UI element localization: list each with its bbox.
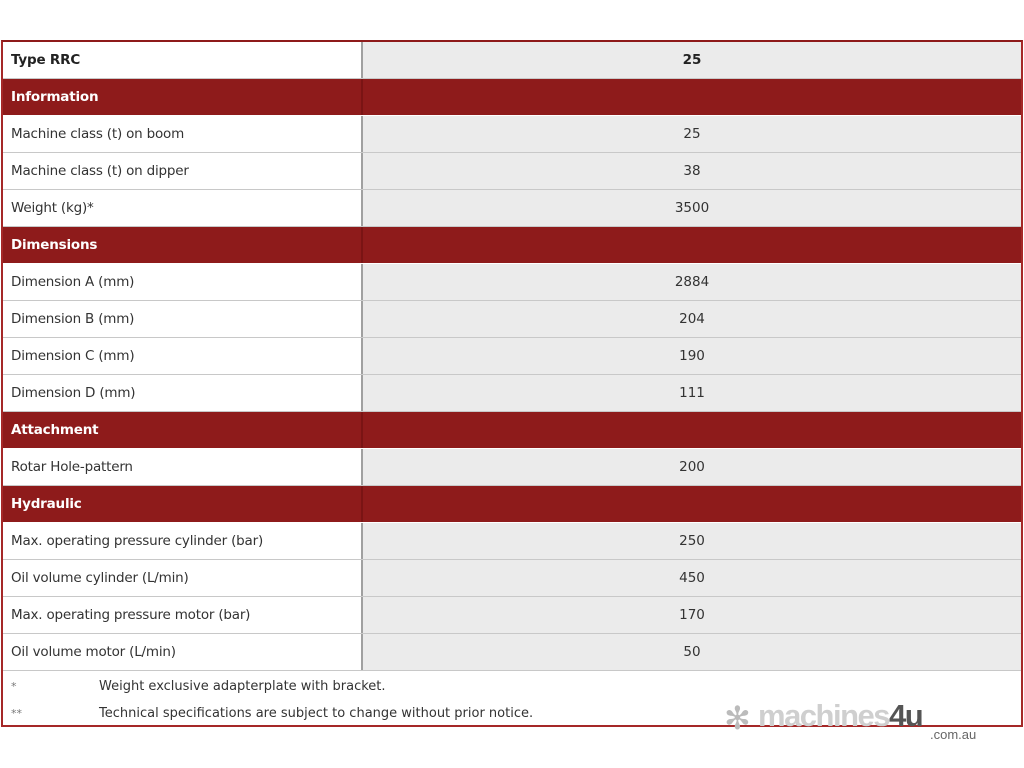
row-value: 204 <box>363 301 1021 337</box>
section-header: Dimensions <box>3 227 1021 264</box>
row-value: 25 <box>363 116 1021 152</box>
section-title: Dimensions <box>3 227 363 263</box>
table-row: Weight (kg)* 3500 <box>3 190 1021 227</box>
row-label: Dimension B (mm) <box>3 301 363 337</box>
section-header: Attachment <box>3 412 1021 449</box>
section-title: Attachment <box>3 412 363 448</box>
row-value: 450 <box>363 560 1021 596</box>
table-row: Max. operating pressure motor (bar) 170 <box>3 597 1021 634</box>
row-value: 111 <box>363 375 1021 411</box>
table-row: Oil volume motor (L/min) 50 <box>3 634 1021 671</box>
spec-rows: Type RRC 25 Information Machine class (t) o… <box>3 42 1021 671</box>
table-row: Machine class (t) on dipper 38 <box>3 153 1021 190</box>
row-label: Oil volume motor (L/min) <box>3 634 363 670</box>
table-row: Rotar Hole-pattern 200 <box>3 449 1021 486</box>
section-header: Hydraulic <box>3 486 1021 523</box>
row-label: Type RRC <box>3 42 363 78</box>
row-value: 200 <box>363 449 1021 485</box>
table-row: Dimension A (mm) 2884 <box>3 264 1021 301</box>
row-label: Max. operating pressure motor (bar) <box>3 597 363 633</box>
row-value: 38 <box>363 153 1021 189</box>
row-value <box>363 79 1021 115</box>
watermark-tld: .com.au <box>930 727 977 742</box>
row-value <box>363 412 1021 448</box>
snowflake-icon: ✻ <box>724 699 751 737</box>
table-row: Machine class (t) on boom 25 <box>3 116 1021 153</box>
row-value: 50 <box>363 634 1021 670</box>
row-value: 3500 <box>363 190 1021 226</box>
footnote-text: Weight exclusive adapterplate with brack… <box>99 679 386 694</box>
row-label: Oil volume cylinder (L/min) <box>3 560 363 596</box>
row-label: Dimension C (mm) <box>3 338 363 374</box>
row-value: 190 <box>363 338 1021 374</box>
row-value <box>363 486 1021 522</box>
type-row: Type RRC 25 <box>3 42 1021 79</box>
section-header: Information <box>3 79 1021 116</box>
row-value: 2884 <box>363 264 1021 300</box>
row-label: Dimension A (mm) <box>3 264 363 300</box>
row-label: Weight (kg)* <box>3 190 363 226</box>
row-label: Max. operating pressure cylinder (bar) <box>3 523 363 559</box>
row-value: 170 <box>363 597 1021 633</box>
row-label: Rotar Hole-pattern <box>3 449 363 485</box>
table-row: Dimension B (mm) 204 <box>3 301 1021 338</box>
row-value: 25 <box>363 42 1021 78</box>
row-value: 250 <box>363 523 1021 559</box>
section-title: Information <box>3 79 363 115</box>
watermark-brand: machines4u <box>758 698 924 733</box>
footnote: ** Technical specifications are subject … <box>3 700 1021 727</box>
row-label: Machine class (t) on boom <box>3 116 363 152</box>
watermark-logo: ✻ machines4u .com.au <box>724 698 994 745</box>
footnote-mark: * <box>11 680 17 693</box>
footnote-text: Technical specifications are subject to … <box>99 706 534 721</box>
table-row: Dimension D (mm) 111 <box>3 375 1021 412</box>
section-title: Hydraulic <box>3 486 363 522</box>
row-label: Machine class (t) on dipper <box>3 153 363 189</box>
footnote: * Weight exclusive adapterplate with bra… <box>3 673 1021 700</box>
footnote-mark: ** <box>11 707 22 720</box>
table-row: Max. operating pressure cylinder (bar) 25… <box>3 523 1021 560</box>
table-row: Dimension C (mm) 190 <box>3 338 1021 375</box>
row-value <box>363 227 1021 263</box>
row-label: Dimension D (mm) <box>3 375 363 411</box>
spec-table: Type RRC 25 Information Machine class (t) o… <box>1 40 1023 727</box>
table-row: Oil volume cylinder (L/min) 450 <box>3 560 1021 597</box>
footnotes: * Weight exclusive adapterplate with bra… <box>3 671 1021 727</box>
